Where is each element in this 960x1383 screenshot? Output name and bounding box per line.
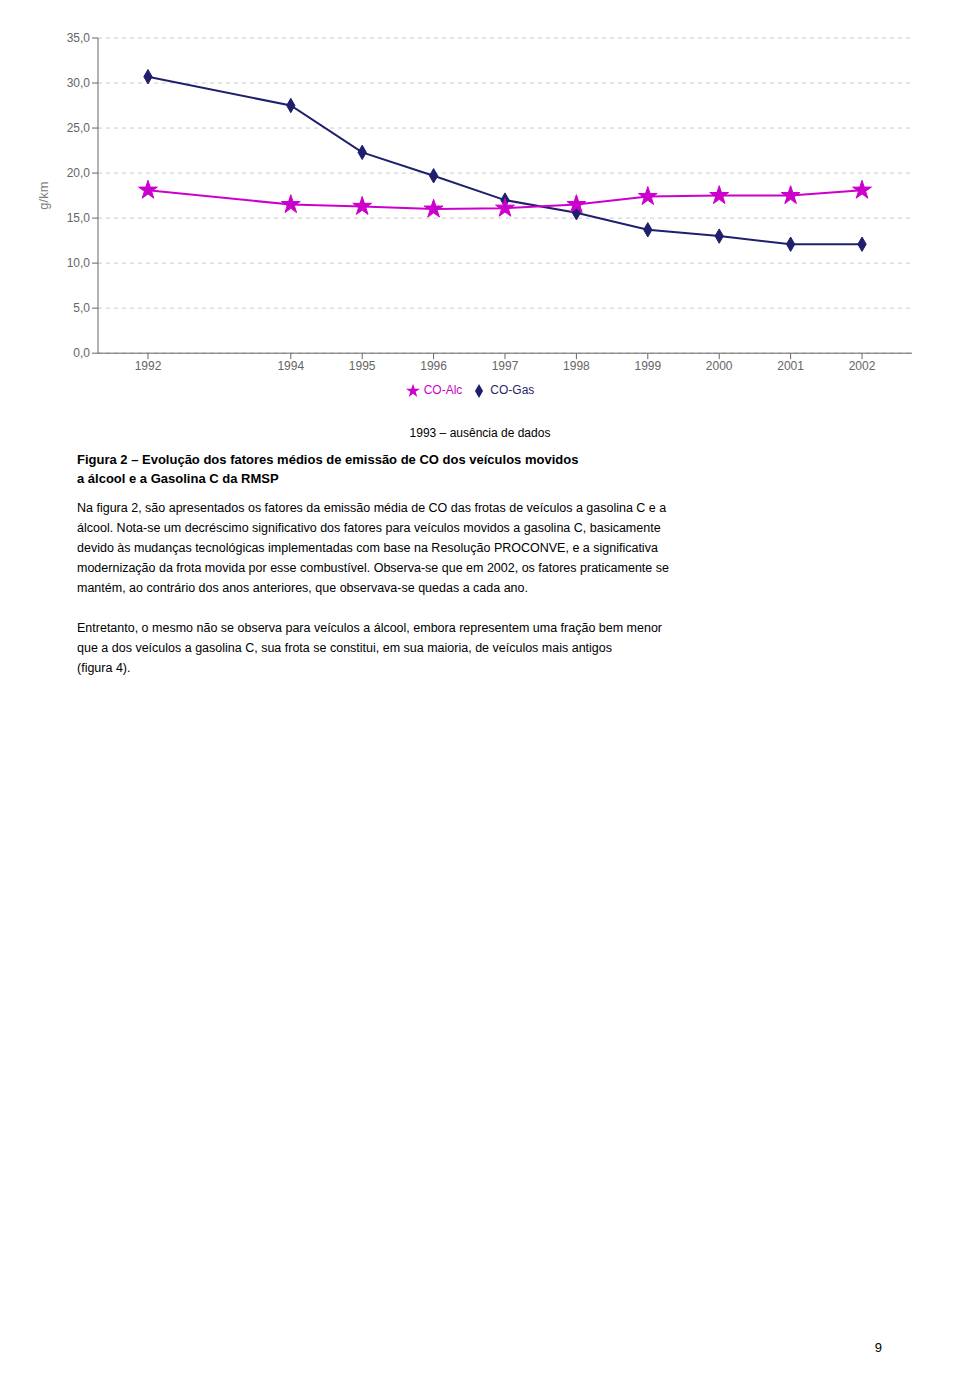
html-text:devido às mudanças tecnológica: devido às mudanças tecnológicas implemen… [77, 541, 658, 555]
svg-text:30,0: 30,0 [67, 76, 91, 90]
svg-text:1999: 1999 [634, 359, 661, 373]
html-text:Na figura 2, são apresentados: Na figura 2, são apresentados os fatores… [77, 501, 667, 515]
svg-text:2002: 2002 [849, 359, 876, 373]
svg-text:5,0: 5,0 [73, 301, 90, 315]
html-text:mantém, ao contrário dos anos: mantém, ao contrário dos anos anteriores… [77, 581, 528, 595]
svg-text:15,0: 15,0 [67, 211, 91, 225]
html-text:(figura 4).: (figura 4). [77, 661, 131, 675]
html-text:que a dos veículos a gasolina: que a dos veículos a gasolina C, sua fro… [77, 641, 612, 655]
html-text:9: 9 [874, 1340, 882, 1355]
html-text:1993 – ausência de dados: 1993 – ausência de dados [409, 426, 551, 440]
svg-text:2001: 2001 [777, 359, 804, 373]
svg-text:10,0: 10,0 [67, 256, 91, 270]
html-text:álcool. Nota-se um decréscimo: álcool. Nota-se um decréscimo significat… [77, 521, 661, 535]
svg-text:1997: 1997 [492, 359, 519, 373]
html-text:Entretanto, o mesmo não se obs: Entretanto, o mesmo não se observa para … [77, 621, 662, 635]
svg-text:1992: 1992 [135, 359, 162, 373]
html-text:a álcool e a Gasolina C da RMS: a álcool e a Gasolina C da RMSP [77, 471, 279, 486]
svg-text:1998: 1998 [563, 359, 590, 373]
svg-text:0,0: 0,0 [73, 346, 90, 360]
svg-text:1996: 1996 [420, 359, 447, 373]
svg-text:35,0: 35,0 [67, 31, 91, 45]
svg-text:25,0: 25,0 [67, 121, 91, 135]
svg-text:1994: 1994 [277, 359, 304, 373]
html-text:modernização da frota movida p: modernização da frota movida por esse co… [77, 561, 669, 575]
svg-text:2000: 2000 [706, 359, 733, 373]
svg-text:20,0: 20,0 [67, 166, 91, 180]
html-text:CO-Gas: CO-Gas [490, 383, 535, 398]
html-text:Figura 2 – Evolução dos fatore: Figura 2 – Evolução dos fatores médios d… [77, 452, 579, 467]
svg-text:1995: 1995 [349, 359, 376, 373]
html-text:CO-Alc: CO-Alc [423, 383, 463, 398]
svg-text:g/km: g/km [36, 182, 51, 210]
